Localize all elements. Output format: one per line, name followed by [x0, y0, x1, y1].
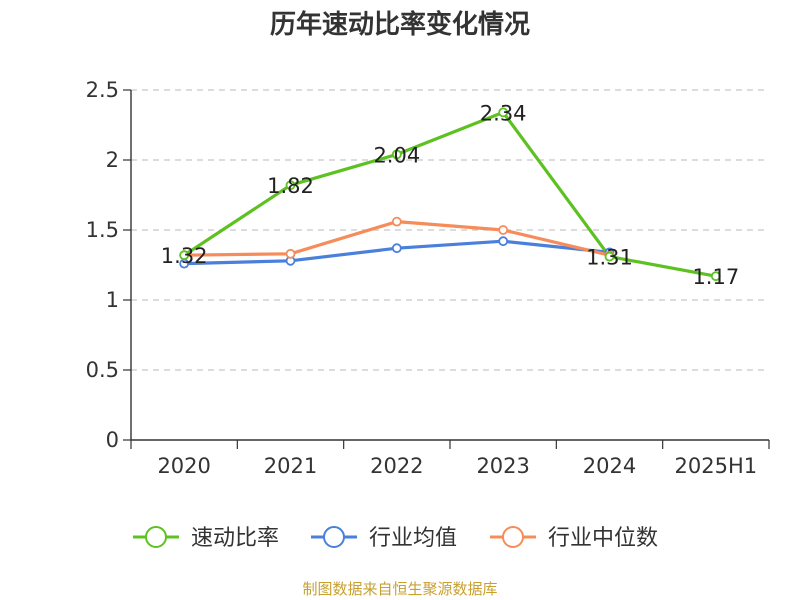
y-tick-label: 1 — [106, 288, 119, 312]
data-point — [498, 236, 509, 247]
data-labels: 1.32 1.82 2.04 2.34 1.31 1.17 — [161, 101, 739, 289]
data-point — [285, 248, 296, 259]
legend-label: 行业中位数 — [548, 526, 658, 551]
x-axis-ticks: 2020 2021 2022 2023 2024 2025H1 — [130, 440, 770, 478]
data-point — [604, 251, 615, 262]
axes — [130, 90, 769, 441]
series-points — [179, 107, 721, 282]
legend-item: 行业中位数 — [490, 526, 658, 551]
data-point — [498, 107, 509, 118]
x-tick-label: 2024 — [583, 454, 636, 478]
data-point — [391, 243, 402, 254]
x-tick-label: 2022 — [370, 454, 423, 478]
y-axis-ticks: 0 0.5 1 1.5 2 2.5 — [86, 78, 131, 452]
data-point — [710, 271, 721, 282]
data-label: 1.17 — [692, 265, 739, 289]
chart-title: 历年速动比率变化情况 — [269, 10, 530, 40]
legend-label: 行业均值 — [369, 526, 457, 551]
legend-item: 行业均值 — [311, 526, 457, 551]
legend-item: 速动比率 — [133, 526, 279, 551]
x-tick-label: 2025H1 — [675, 454, 758, 478]
data-point — [285, 180, 296, 191]
legend-marker — [145, 526, 167, 548]
series-line-0 — [183, 110, 717, 278]
legend: 速动比率 行业均值 行业中位数 — [133, 526, 658, 551]
y-tick-label: 1.5 — [86, 218, 119, 242]
data-point — [391, 216, 402, 227]
y-tick-label: 0 — [106, 428, 119, 452]
data-label: 1.31 — [586, 246, 633, 270]
legend-marker — [502, 526, 524, 548]
y-tick-label: 2 — [106, 148, 119, 172]
x-tick-label: 2023 — [476, 454, 529, 478]
data-label: 1.82 — [267, 174, 314, 198]
data-label: 2.04 — [373, 143, 420, 167]
data-label: 1.32 — [161, 244, 208, 268]
x-tick-label: 2020 — [157, 454, 210, 478]
legend-marker — [323, 526, 345, 548]
data-label: 2.34 — [480, 101, 527, 125]
source-note: 制图数据来自恒生聚源数据库 — [302, 580, 498, 598]
y-tick-label: 2.5 — [86, 78, 119, 102]
legend-label: 速动比率 — [191, 526, 279, 551]
grid-lines — [131, 89, 769, 371]
x-tick-label: 2021 — [264, 454, 317, 478]
y-tick-label: 0.5 — [86, 358, 119, 382]
data-point — [179, 250, 190, 261]
data-point — [391, 149, 402, 160]
series-lines — [183, 110, 717, 278]
data-point — [498, 225, 509, 235]
